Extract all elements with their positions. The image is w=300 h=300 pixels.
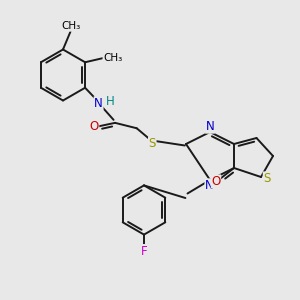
Text: O: O bbox=[89, 120, 99, 133]
Text: CH₃: CH₃ bbox=[61, 21, 80, 31]
Text: H: H bbox=[106, 95, 114, 108]
Text: F: F bbox=[141, 244, 147, 258]
Text: O: O bbox=[212, 175, 220, 188]
Text: N: N bbox=[94, 97, 103, 110]
Text: S: S bbox=[148, 137, 156, 150]
Text: CH₃: CH₃ bbox=[103, 53, 122, 63]
Text: N: N bbox=[205, 179, 214, 192]
Text: N: N bbox=[206, 120, 214, 133]
Text: S: S bbox=[263, 172, 271, 185]
